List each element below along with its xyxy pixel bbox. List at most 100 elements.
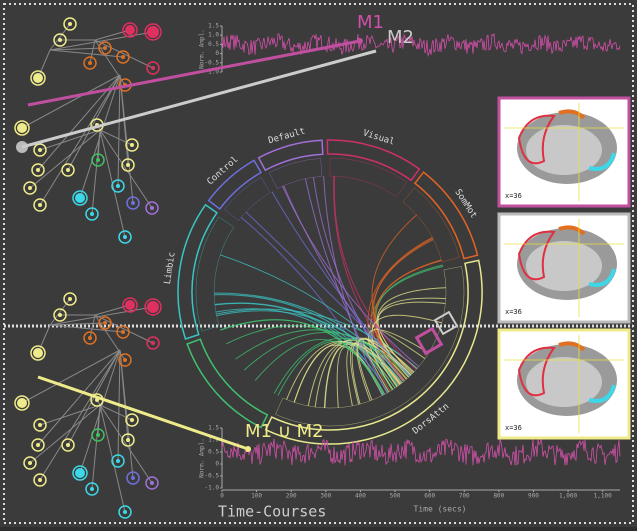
union-link — [37, 375, 249, 451]
tree-edge — [37, 349, 121, 446]
tree-node-core — [75, 193, 85, 203]
tree-node — [30, 70, 46, 86]
tree-node — [98, 316, 112, 330]
y-tick-label: -0.5 — [205, 473, 220, 480]
y-tick-label: 1.0 — [208, 32, 219, 39]
tree-node — [61, 438, 75, 452]
tree-node-core — [126, 163, 130, 167]
chord — [220, 319, 384, 396]
tree-edge — [94, 314, 154, 344]
tree-edge — [37, 49, 51, 79]
x-tick-label: 500 — [390, 493, 401, 500]
tree-node-core — [150, 481, 154, 485]
brain-inner — [526, 357, 602, 407]
chord — [372, 237, 434, 381]
tree-node-core — [75, 468, 85, 478]
network-arc — [413, 171, 479, 260]
slice-label: x=36 — [505, 424, 522, 432]
tree-node — [14, 395, 30, 411]
brain-region — [588, 152, 616, 171]
tree-node-core — [17, 398, 27, 408]
chord — [214, 302, 389, 393]
network-arc — [186, 338, 269, 429]
tree-node — [31, 438, 45, 452]
signal — [221, 32, 621, 57]
tree-node — [53, 308, 67, 322]
tree-node — [145, 201, 159, 215]
tree-node-core — [116, 459, 120, 463]
chord — [368, 329, 429, 390]
node-trees — [14, 17, 162, 519]
tree-node-core — [36, 443, 40, 447]
tree-node — [116, 50, 130, 64]
tree-node — [14, 120, 30, 136]
tree-edge — [91, 129, 101, 215]
network-inner-arc — [268, 158, 323, 189]
m1-point — [357, 38, 363, 44]
tree-node — [23, 456, 37, 470]
network-arc — [257, 139, 324, 172]
tree-node-core — [68, 297, 72, 301]
x-axis-label: Time (secs) — [414, 505, 467, 514]
x-tick-label: 100 — [251, 493, 262, 500]
tree-edge — [21, 74, 121, 129]
tree-node-core — [96, 158, 100, 162]
tree-node-core — [90, 487, 94, 491]
chord — [356, 338, 412, 401]
tree-node-core — [123, 510, 127, 514]
chord — [323, 176, 384, 396]
tree-node-core — [58, 38, 62, 42]
tree-edge — [67, 74, 121, 171]
tree-edge — [79, 74, 121, 199]
tree-edge — [94, 29, 131, 41]
brain-region — [558, 225, 586, 236]
tree-node-core — [90, 212, 94, 216]
tree-node — [72, 465, 88, 481]
chord — [367, 237, 433, 392]
tree-node — [91, 428, 105, 442]
tree-edge — [89, 39, 96, 64]
brain-region — [517, 230, 556, 281]
chord — [273, 337, 410, 394]
tree-node-core — [131, 201, 135, 205]
tree-node — [125, 413, 139, 427]
chord — [216, 308, 418, 370]
chord — [214, 292, 406, 382]
network-inner-arc — [224, 176, 271, 221]
x-tick-label: 1,000 — [559, 493, 577, 500]
m2-link — [21, 49, 377, 149]
y-tick-label: 0.5 — [208, 41, 219, 48]
tree-node — [126, 196, 140, 210]
tree-node-core — [103, 46, 107, 50]
tree-node — [63, 17, 77, 31]
tree-node-core — [147, 301, 159, 313]
tree-edge — [29, 404, 101, 464]
network-label: Limbic — [163, 251, 178, 285]
tree-edge — [79, 349, 121, 474]
network-inner-arc — [402, 187, 460, 263]
tree-node — [121, 433, 135, 447]
network-arc — [177, 203, 219, 340]
network-inner-arc — [275, 266, 465, 427]
tree-node-core — [126, 438, 130, 442]
tree-node — [85, 207, 99, 221]
brain-region — [558, 341, 586, 352]
x-tick-label: 300 — [320, 493, 331, 500]
tree-edge — [94, 39, 154, 69]
brain-panels: x=36 x=36 x=36 — [497, 96, 631, 440]
y-tick-label: -1.0 — [205, 69, 220, 76]
tree-node-core — [28, 461, 32, 465]
y-tick-label: 0.5 — [208, 449, 219, 456]
tree-node — [116, 325, 130, 339]
tree-node — [126, 471, 140, 485]
y-tick-label: 0 — [215, 50, 219, 57]
tree-node-core — [151, 66, 155, 70]
tree-node — [111, 179, 125, 193]
m2-label: M2 — [387, 27, 414, 48]
frame — [3, 3, 634, 524]
network-arc — [207, 159, 263, 211]
chord — [286, 341, 402, 400]
brain-region — [588, 268, 616, 287]
tree-node — [118, 505, 132, 519]
